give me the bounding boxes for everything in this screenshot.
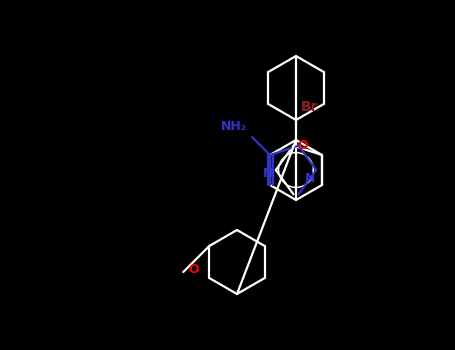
Text: N: N	[305, 172, 315, 185]
Text: O: O	[298, 139, 308, 152]
Text: O: O	[188, 263, 198, 276]
Text: Br: Br	[301, 100, 319, 114]
Text: N: N	[263, 167, 273, 180]
Text: NH₂: NH₂	[221, 120, 247, 133]
